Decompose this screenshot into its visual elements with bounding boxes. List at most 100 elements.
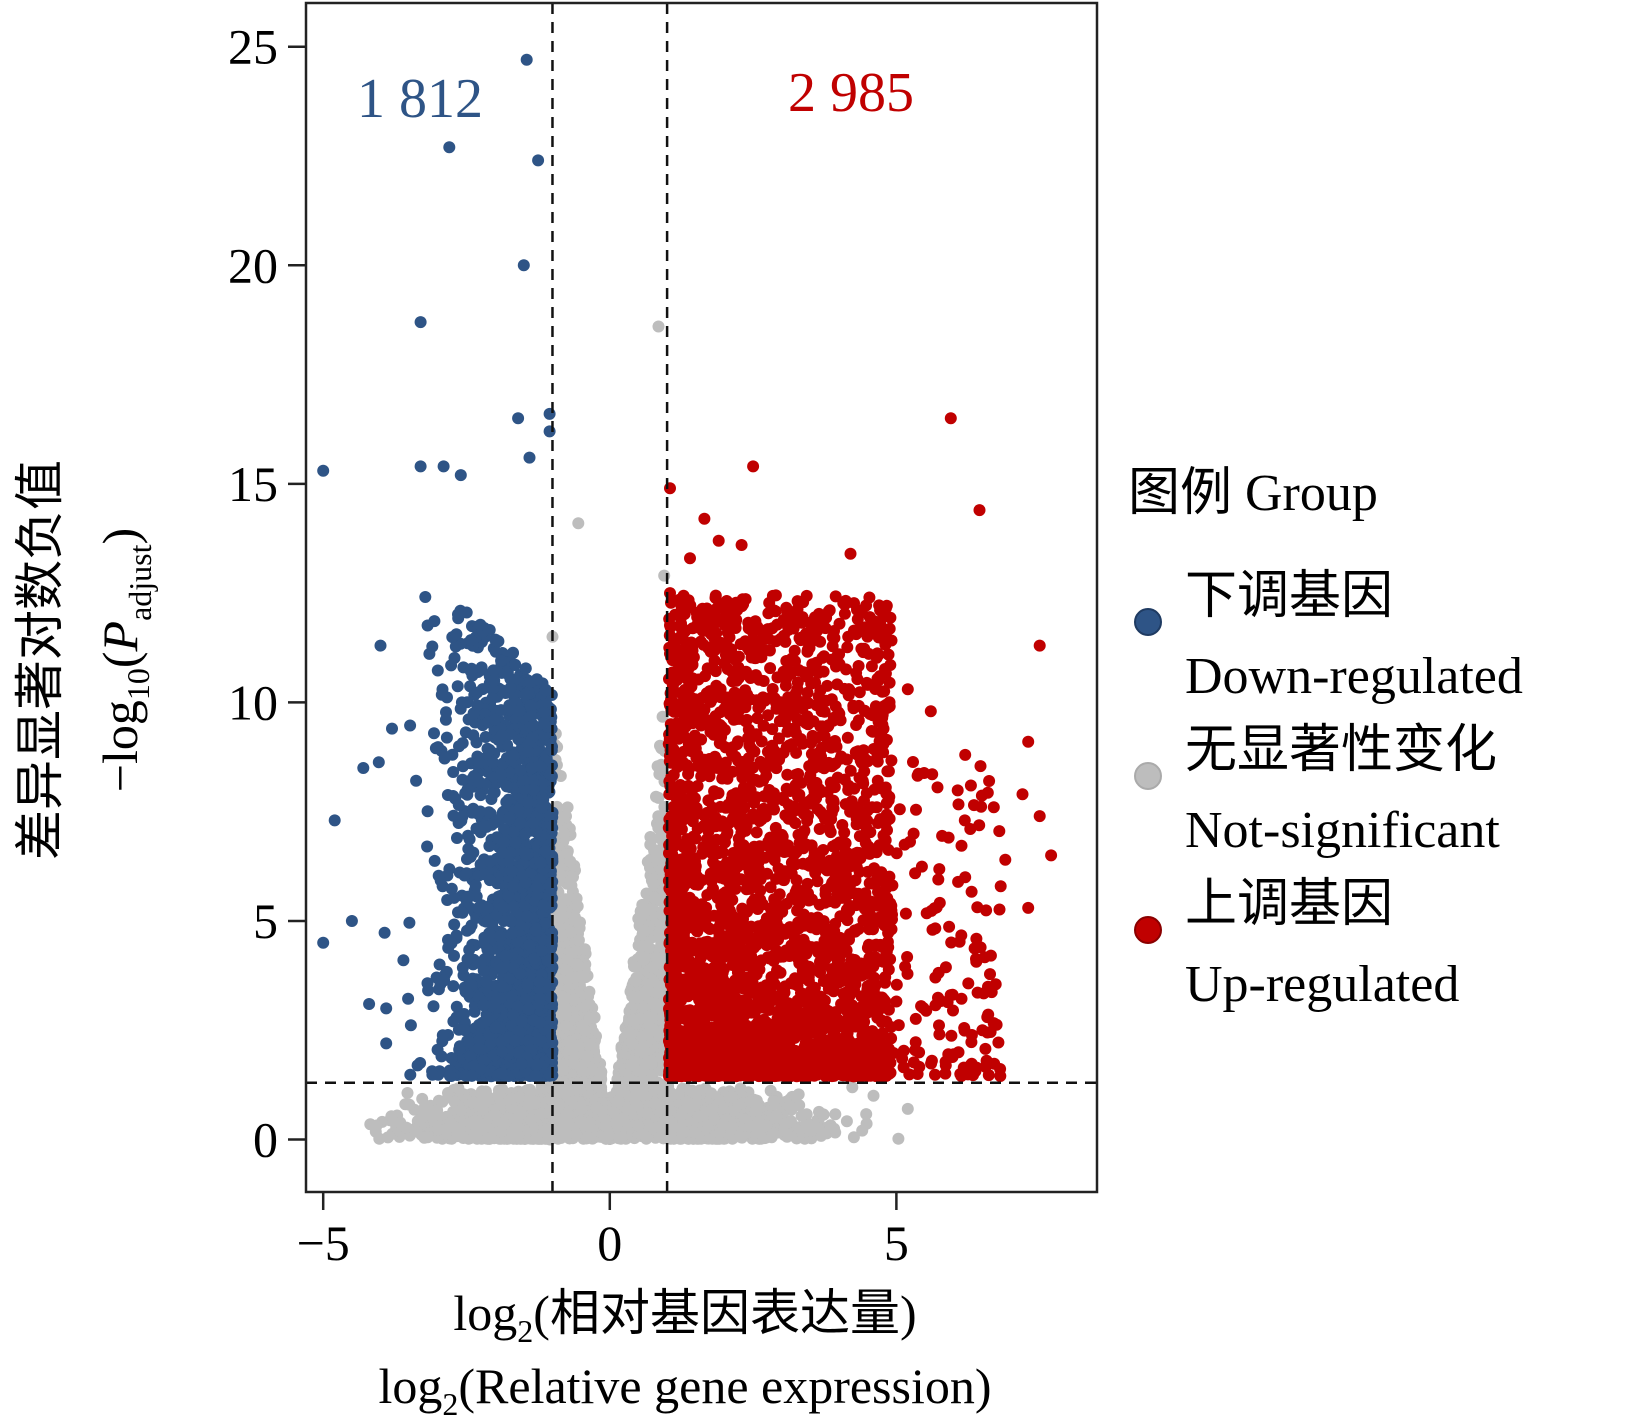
ns-point — [646, 961, 659, 974]
down-point — [431, 664, 444, 677]
ns-point — [744, 1095, 757, 1108]
down-point — [421, 805, 434, 818]
ns-point — [717, 1118, 730, 1131]
ns-point — [867, 1089, 880, 1102]
ns-point — [477, 1103, 489, 1116]
ns-point — [677, 1126, 690, 1138]
ns-point — [817, 1108, 829, 1121]
down-point — [445, 882, 458, 895]
ns-point — [892, 1132, 905, 1145]
down-point — [378, 926, 391, 939]
ns-point — [431, 1104, 444, 1117]
ns-point — [602, 1128, 615, 1141]
ns-point — [632, 1119, 645, 1132]
down-point — [519, 662, 532, 675]
ns-point — [628, 1055, 641, 1068]
ns-point — [562, 1119, 575, 1132]
ns-point — [688, 1126, 701, 1139]
down-point — [372, 756, 385, 769]
ns-point — [564, 1084, 577, 1097]
ns-point — [489, 1109, 502, 1122]
ns-point — [494, 1125, 507, 1138]
ns-point — [637, 1045, 650, 1058]
ns-point — [525, 1096, 538, 1108]
ns-point — [860, 1117, 873, 1130]
ns-point — [400, 1121, 413, 1134]
ns-point — [572, 934, 585, 947]
ns-point — [629, 1082, 642, 1095]
ns-point — [651, 986, 664, 999]
ns-point — [413, 1114, 426, 1126]
down-point — [462, 829, 474, 842]
down-point — [451, 680, 464, 693]
data-points — [317, 53, 1058, 1146]
ns-point — [583, 1116, 596, 1129]
ns-point — [466, 1096, 479, 1109]
ns-point — [559, 893, 572, 906]
ns-point — [381, 1131, 394, 1144]
ns-point — [511, 1117, 523, 1130]
ns-point — [615, 1085, 628, 1098]
down-point — [402, 992, 415, 1005]
ns-point — [647, 878, 660, 890]
ns-point — [648, 892, 661, 905]
ns-point — [565, 971, 578, 984]
ns-point — [534, 1107, 547, 1120]
ns-point — [636, 898, 649, 911]
ns-point — [452, 1082, 465, 1095]
ns-point — [639, 1057, 652, 1070]
ns-point — [616, 1112, 629, 1125]
ns-point — [829, 1108, 842, 1121]
ns-point — [743, 1120, 756, 1133]
ns-point — [442, 1087, 454, 1099]
ns-point — [647, 975, 660, 988]
ns-point — [650, 790, 662, 803]
ns-point — [637, 953, 650, 966]
ns-point — [828, 1122, 841, 1135]
ns-point — [557, 1063, 570, 1076]
down-point — [426, 1068, 439, 1081]
ns-point — [492, 1084, 505, 1097]
ns-point — [454, 1104, 467, 1117]
ns-point — [564, 855, 577, 868]
ns-point — [672, 1088, 685, 1101]
ns-point — [860, 1108, 873, 1121]
ns-point — [581, 1131, 594, 1144]
ns-point — [588, 1011, 601, 1024]
ns-point — [779, 1117, 792, 1130]
ns-point — [783, 1099, 796, 1112]
ns-point — [648, 1097, 661, 1110]
ns-point — [840, 1115, 853, 1128]
ns-point — [629, 975, 642, 988]
ns-point — [692, 1110, 705, 1123]
down-point — [428, 727, 440, 740]
ns-point — [572, 517, 585, 530]
down-point — [428, 854, 441, 867]
ns-point — [633, 1012, 646, 1025]
ns-point — [370, 1119, 383, 1132]
ns-point — [705, 1103, 718, 1116]
ns-point — [564, 874, 577, 887]
ns-point — [470, 1126, 483, 1138]
ns-point — [570, 892, 583, 905]
ns-point — [648, 1078, 661, 1091]
ns-point — [505, 1092, 518, 1105]
ns-point — [847, 1131, 860, 1144]
ns-point — [595, 1066, 608, 1079]
ns-point — [567, 1056, 580, 1069]
ns-point — [581, 1049, 594, 1062]
ns-point — [733, 1130, 746, 1143]
ns-point — [640, 1107, 653, 1120]
ns-point — [646, 1011, 659, 1024]
ns-point — [512, 1130, 525, 1143]
ns-point — [653, 932, 666, 944]
ns-point — [658, 569, 671, 582]
ns-point — [846, 1081, 859, 1094]
ns-point — [439, 1123, 452, 1136]
ns-point — [641, 1027, 654, 1040]
ns-point — [457, 1131, 470, 1144]
ns-point — [561, 801, 574, 814]
ns-point — [590, 1101, 603, 1114]
ns-point — [482, 1132, 495, 1145]
ns-point — [583, 1038, 596, 1051]
